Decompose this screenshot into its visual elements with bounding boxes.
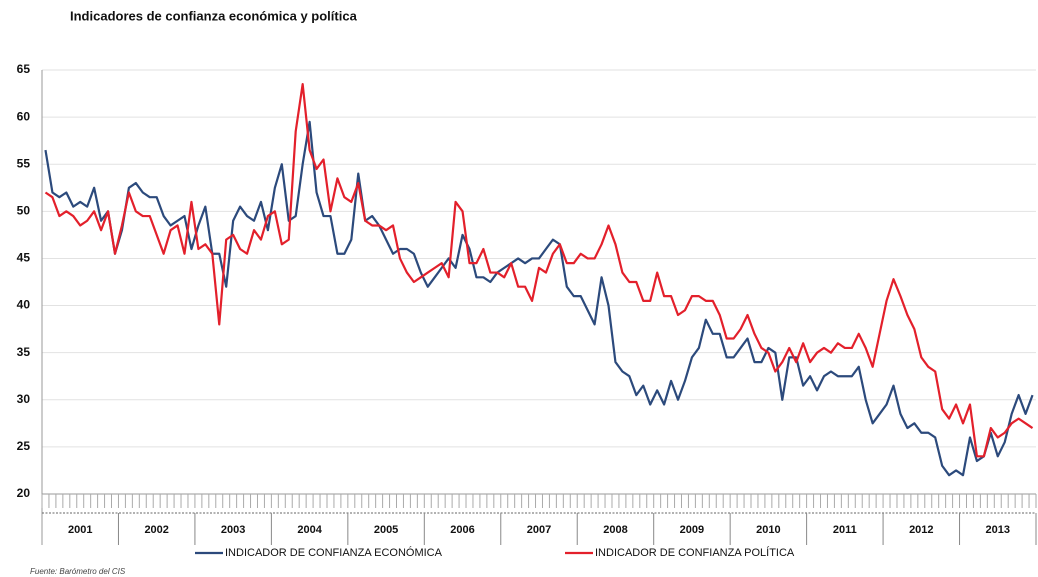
y-tick-label: 35 [17, 345, 31, 359]
y-tick-label: 55 [17, 156, 31, 170]
x-tick-label: 2013 [986, 524, 1010, 536]
chart-title: Indicadores de confianza económica y pol… [70, 8, 358, 23]
series-line [44, 120, 1034, 477]
x-tick-label: 2003 [221, 524, 245, 536]
y-tick-label: 20 [17, 486, 31, 500]
x-tick-label: 2006 [450, 524, 474, 536]
source-note: Fuente: Barómetro del CIS [30, 567, 126, 576]
x-tick-label: 2004 [297, 524, 322, 536]
series-line [44, 83, 1034, 458]
x-tick-label: 2011 [833, 524, 857, 536]
x-tick-label: 2008 [603, 524, 627, 536]
legend-label: INDICADOR DE CONFIANZA POLÍTICA [595, 546, 795, 559]
y-tick-label: 60 [17, 109, 31, 123]
y-tick-label: 50 [17, 204, 31, 218]
x-tick-label: 2002 [144, 524, 168, 536]
x-tick-label: 2010 [756, 524, 780, 536]
x-tick-label: 2007 [527, 524, 551, 536]
x-tick-label: 2012 [909, 524, 933, 536]
y-tick-label: 45 [17, 251, 31, 265]
y-tick-label: 40 [17, 298, 31, 312]
y-tick-label: 25 [17, 439, 31, 453]
x-tick-label: 2009 [680, 524, 704, 536]
x-tick-label: 2005 [374, 524, 398, 536]
y-tick-label: 65 [17, 62, 31, 76]
y-tick-label: 30 [17, 392, 31, 406]
x-tick-label: 2001 [68, 524, 92, 536]
legend-label: INDICADOR DE CONFIANZA ECONÓMICA [225, 546, 443, 559]
